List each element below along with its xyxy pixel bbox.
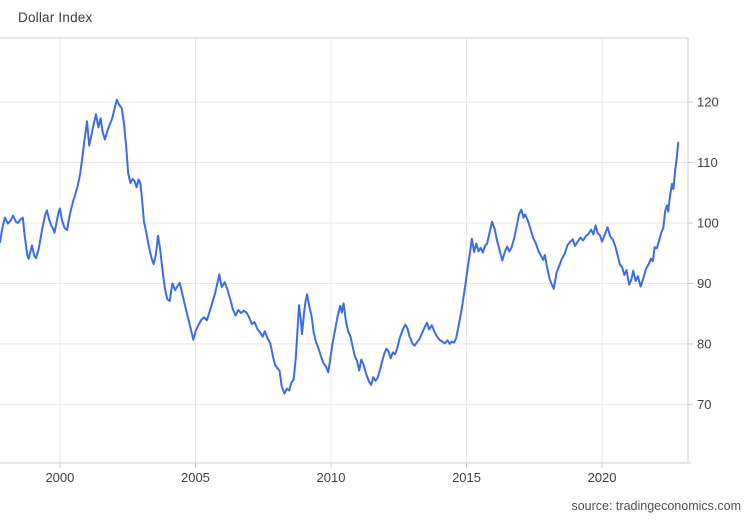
axes <box>0 37 691 464</box>
chart-title: Dollar Index <box>18 10 93 25</box>
x-tick-label: 2000 <box>45 470 74 485</box>
y-tick-label: 90 <box>697 276 711 291</box>
y-axis-labels: 70 80 90 100 110 120 <box>697 95 719 412</box>
y-tick-label: 120 <box>697 95 719 110</box>
grid-lines <box>0 38 688 463</box>
x-tick-label: 2005 <box>181 470 210 485</box>
source-credit: source: tradingeconomics.com <box>571 499 741 513</box>
x-tick-label: 2010 <box>317 470 346 485</box>
y-tick-label: 100 <box>697 215 719 230</box>
x-tick-label: 2020 <box>588 470 617 485</box>
y-tick-label: 110 <box>697 155 718 170</box>
x-tick-label: 2015 <box>452 470 481 485</box>
y-tick-label: 80 <box>697 336 711 351</box>
tick-marks <box>59 101 693 468</box>
x-axis-labels: 2000 2005 2010 2015 2020 <box>45 470 616 485</box>
y-tick-label: 70 <box>697 397 711 412</box>
price-line <box>0 98 680 395</box>
